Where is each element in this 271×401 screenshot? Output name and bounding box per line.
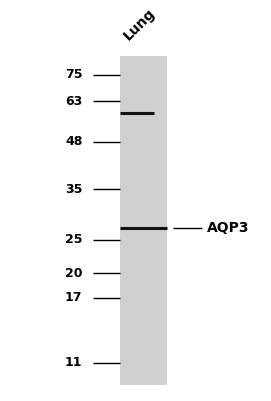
Bar (120, 56, 167, 385)
Text: 63: 63 (65, 95, 82, 107)
Text: 11: 11 (65, 356, 82, 369)
Text: 25: 25 (65, 233, 82, 246)
Text: 48: 48 (65, 136, 82, 148)
Text: 20: 20 (65, 267, 82, 280)
Text: Lung: Lung (121, 6, 158, 43)
Text: 35: 35 (65, 183, 82, 196)
Text: 17: 17 (65, 291, 82, 304)
Text: AQP3: AQP3 (207, 221, 250, 235)
Text: 75: 75 (65, 69, 82, 81)
